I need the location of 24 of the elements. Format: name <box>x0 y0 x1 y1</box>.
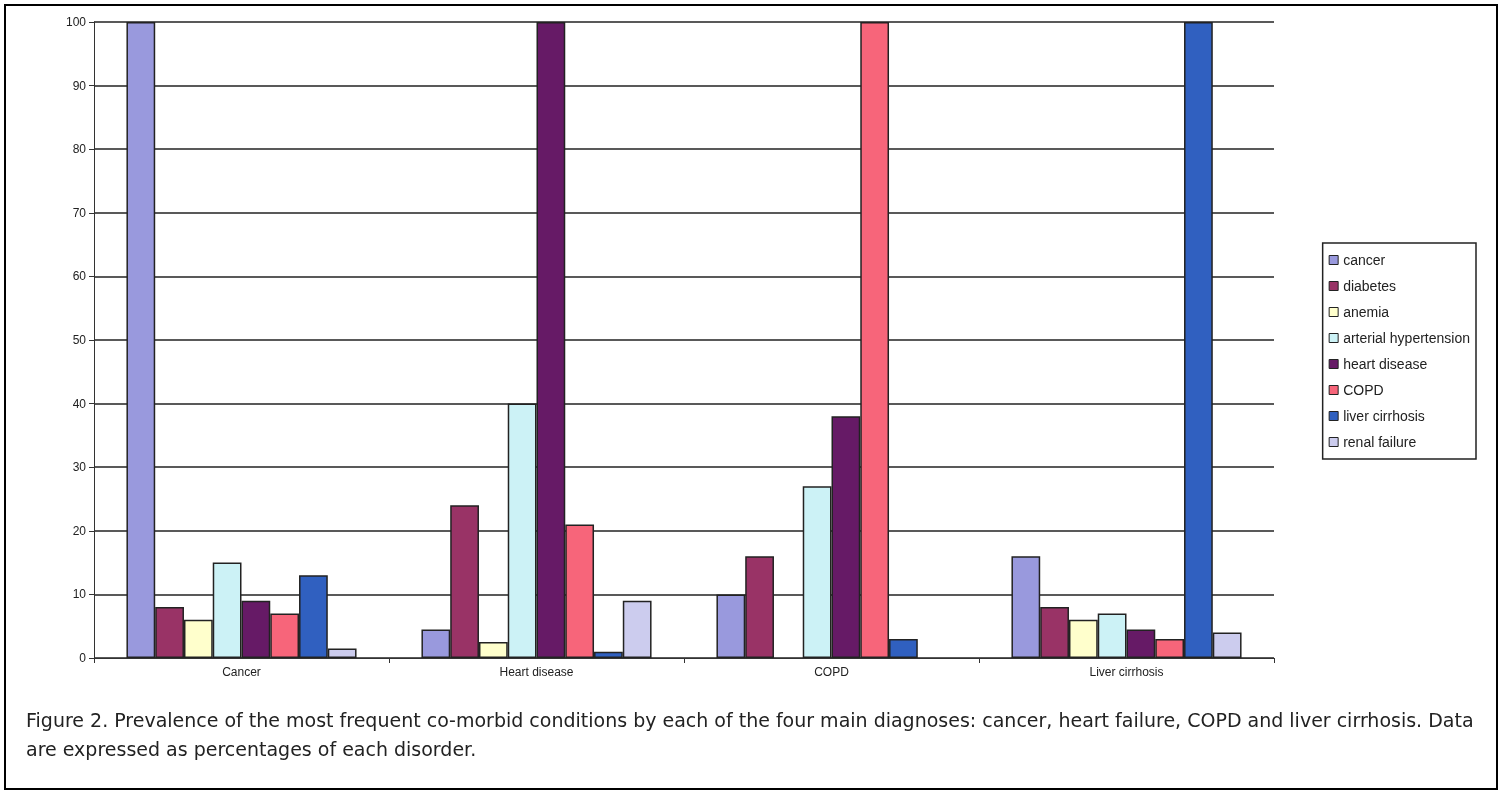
legend-label: diabetes <box>1343 278 1397 294</box>
y-tick-label: 20 <box>72 523 87 538</box>
caption: Figure 2. Prevalence of the most frequent co-morbid conditions by each of the four main diagnoses: cancer, heart failure, COPD and liver cirrhosis. Data are expressed as percentages of each disorder. <box>26 708 1475 762</box>
x-tick-label: Heart disease <box>499 665 574 679</box>
legend-label: liver cirrhosis <box>1343 408 1425 424</box>
legend-label: renal failure <box>1343 434 1417 450</box>
y-tick-label: 0 <box>79 651 87 665</box>
y-tick-label: 100 <box>65 15 87 29</box>
y-tick-label: 50 <box>72 333 87 347</box>
x-tick-label: COPD <box>814 665 850 679</box>
y-tick-label: 80 <box>72 142 87 157</box>
y-tick-label: 30 <box>72 460 87 475</box>
x-tick-label: Cancer <box>222 665 261 679</box>
x-tick-label: Liver cirrhosis <box>1089 665 1164 679</box>
y-tick-label: 90 <box>72 78 87 93</box>
y-tick-label: 10 <box>72 587 87 602</box>
legend-label: COPD <box>1343 382 1384 398</box>
legend-label: arterial hypertension <box>1343 330 1471 346</box>
y-tick-label: 70 <box>72 205 87 220</box>
y-tick-label: 40 <box>72 396 87 411</box>
legend-label: anemia <box>1343 304 1390 320</box>
y-tick-label: 60 <box>72 269 87 284</box>
legend-label: cancer <box>1343 252 1386 268</box>
legend-label: heart disease <box>1343 356 1428 372</box>
